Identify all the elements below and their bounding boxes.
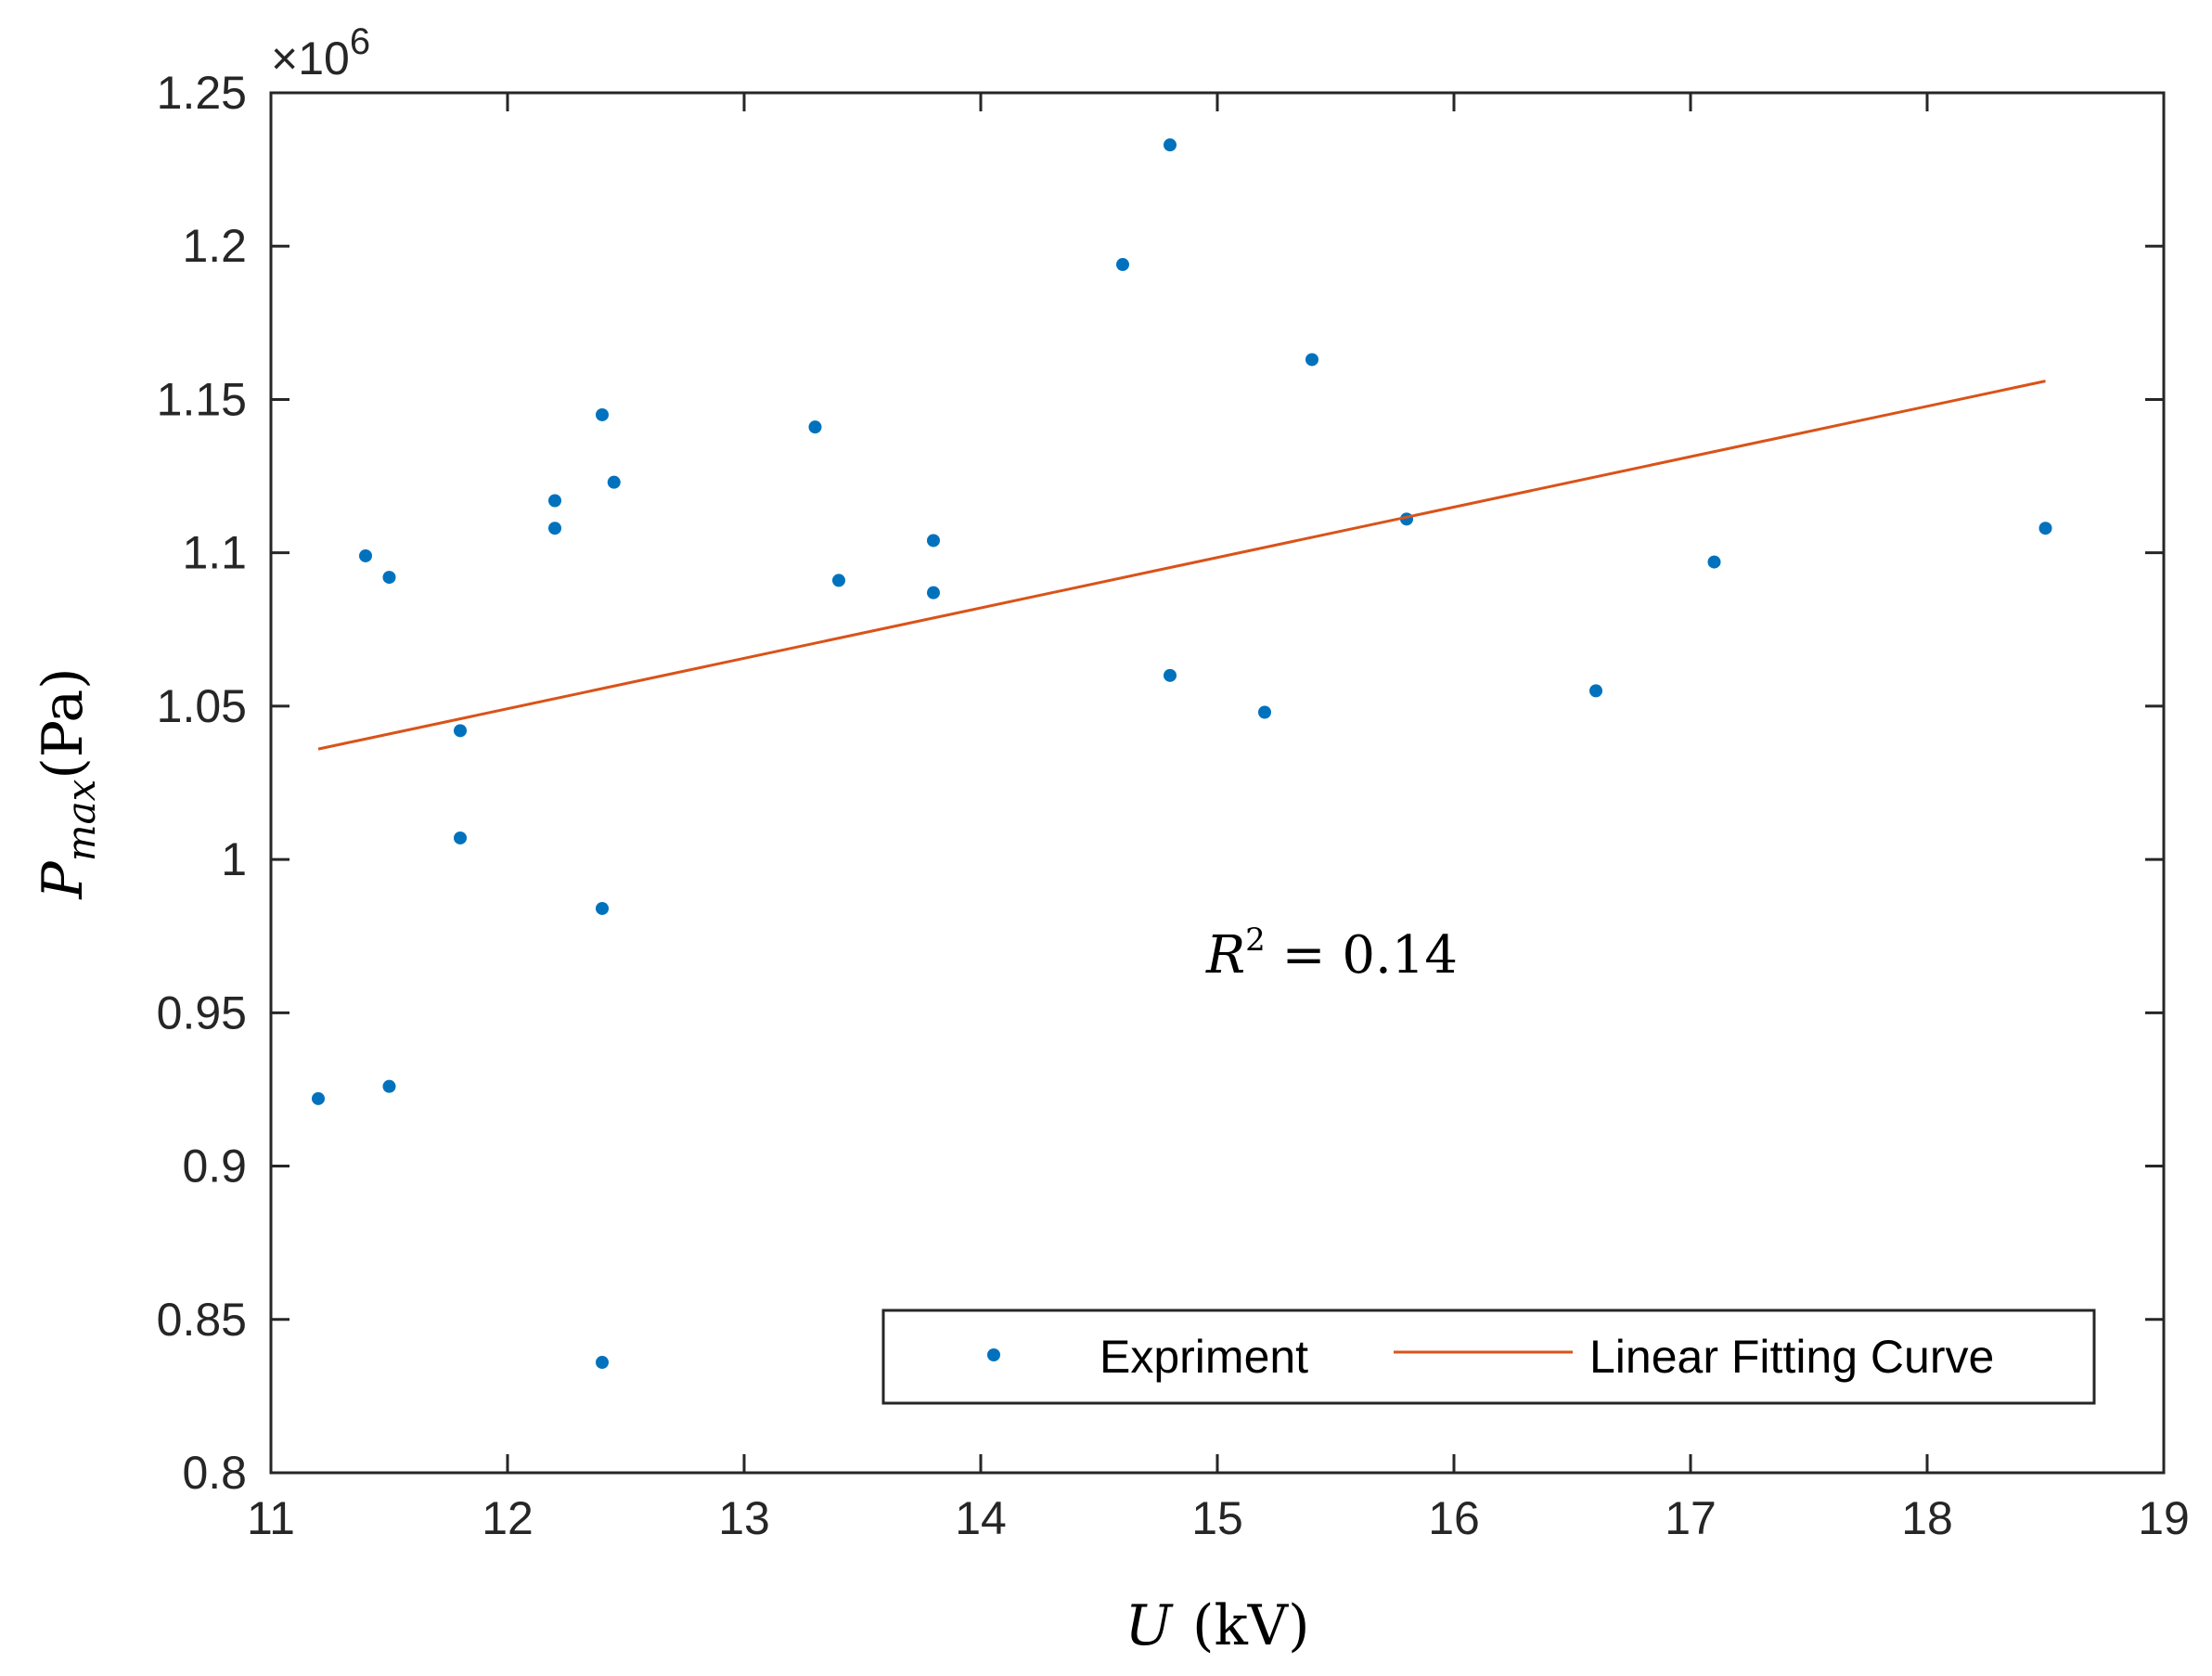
data-point	[1164, 668, 1177, 682]
data-point	[359, 548, 372, 562]
x-tick-label: 13	[718, 1492, 770, 1544]
y-tick-label: 1	[221, 833, 247, 885]
legend: Expriment Linear Fitting Curve	[881, 1309, 2096, 1405]
data-point	[1164, 138, 1177, 152]
data-point	[596, 407, 609, 421]
data-point	[927, 586, 940, 599]
data-point	[454, 831, 467, 844]
y-tick-label: 0.85	[157, 1294, 247, 1346]
legend-label-fit: Linear Fitting Curve	[1589, 1331, 1994, 1383]
data-point	[382, 1079, 396, 1093]
y-tick-label: 1.2	[182, 220, 247, 272]
r-squared-annotation: R2 = 0.14	[1205, 922, 1458, 986]
x-tick-label: 16	[1428, 1492, 1480, 1544]
x-tick-label: 11	[247, 1492, 295, 1544]
y-tick-label: 0.9	[182, 1141, 247, 1193]
x-axis-label: U (kV)	[1125, 1593, 1309, 1658]
fit-line	[317, 380, 2046, 751]
data-point	[596, 901, 609, 915]
data-point	[1116, 258, 1129, 272]
series-layer	[312, 138, 2052, 1370]
y-tick-label: 0.8	[182, 1447, 247, 1499]
data-point	[454, 724, 467, 738]
x-tick-labels: 11 12 13 14 15 16 17 18 19	[247, 1492, 2190, 1544]
legend-marker-expriment	[987, 1348, 1000, 1361]
data-point	[808, 420, 822, 434]
x-tick-label: 15	[1191, 1492, 1243, 1544]
x-tick-label: 14	[955, 1492, 1007, 1544]
data-point	[548, 494, 561, 508]
y-tick-label: 1.25	[157, 67, 247, 119]
plot-area	[271, 93, 2164, 1473]
data-point	[832, 574, 845, 587]
data-point	[1589, 684, 1602, 698]
data-point	[927, 534, 940, 548]
y-tick-labels: 0.8 0.85 0.9 0.95 1 1.05 1.1 1.15 1.2 1.25	[157, 67, 247, 1499]
x-tick-label: 17	[1665, 1492, 1717, 1544]
y-tick-label: 0.95	[157, 986, 247, 1038]
y-tick-label: 1.05	[157, 680, 247, 732]
axes-box	[269, 91, 2166, 1475]
y-axis-label: Pmax(Pa)	[31, 667, 104, 899]
y-exponent-label: ×106	[271, 21, 370, 84]
data-point	[312, 1091, 325, 1105]
y-tick-label: 1.15	[157, 373, 247, 425]
data-point	[382, 571, 396, 585]
y-tick-label: 1.1	[182, 527, 247, 579]
x-tick-label: 12	[482, 1492, 534, 1544]
data-point	[548, 522, 561, 535]
data-point	[607, 475, 621, 489]
data-point	[596, 1356, 609, 1370]
x-tick-label: 19	[2138, 1492, 2190, 1544]
data-point	[1305, 353, 1318, 367]
data-point	[2038, 522, 2052, 535]
x-tick-label: 18	[1901, 1492, 1953, 1544]
data-point	[1258, 705, 1271, 719]
legend-box	[881, 1309, 2096, 1405]
legend-label-expriment: Expriment	[1100, 1331, 1308, 1383]
data-point	[1707, 555, 1721, 569]
